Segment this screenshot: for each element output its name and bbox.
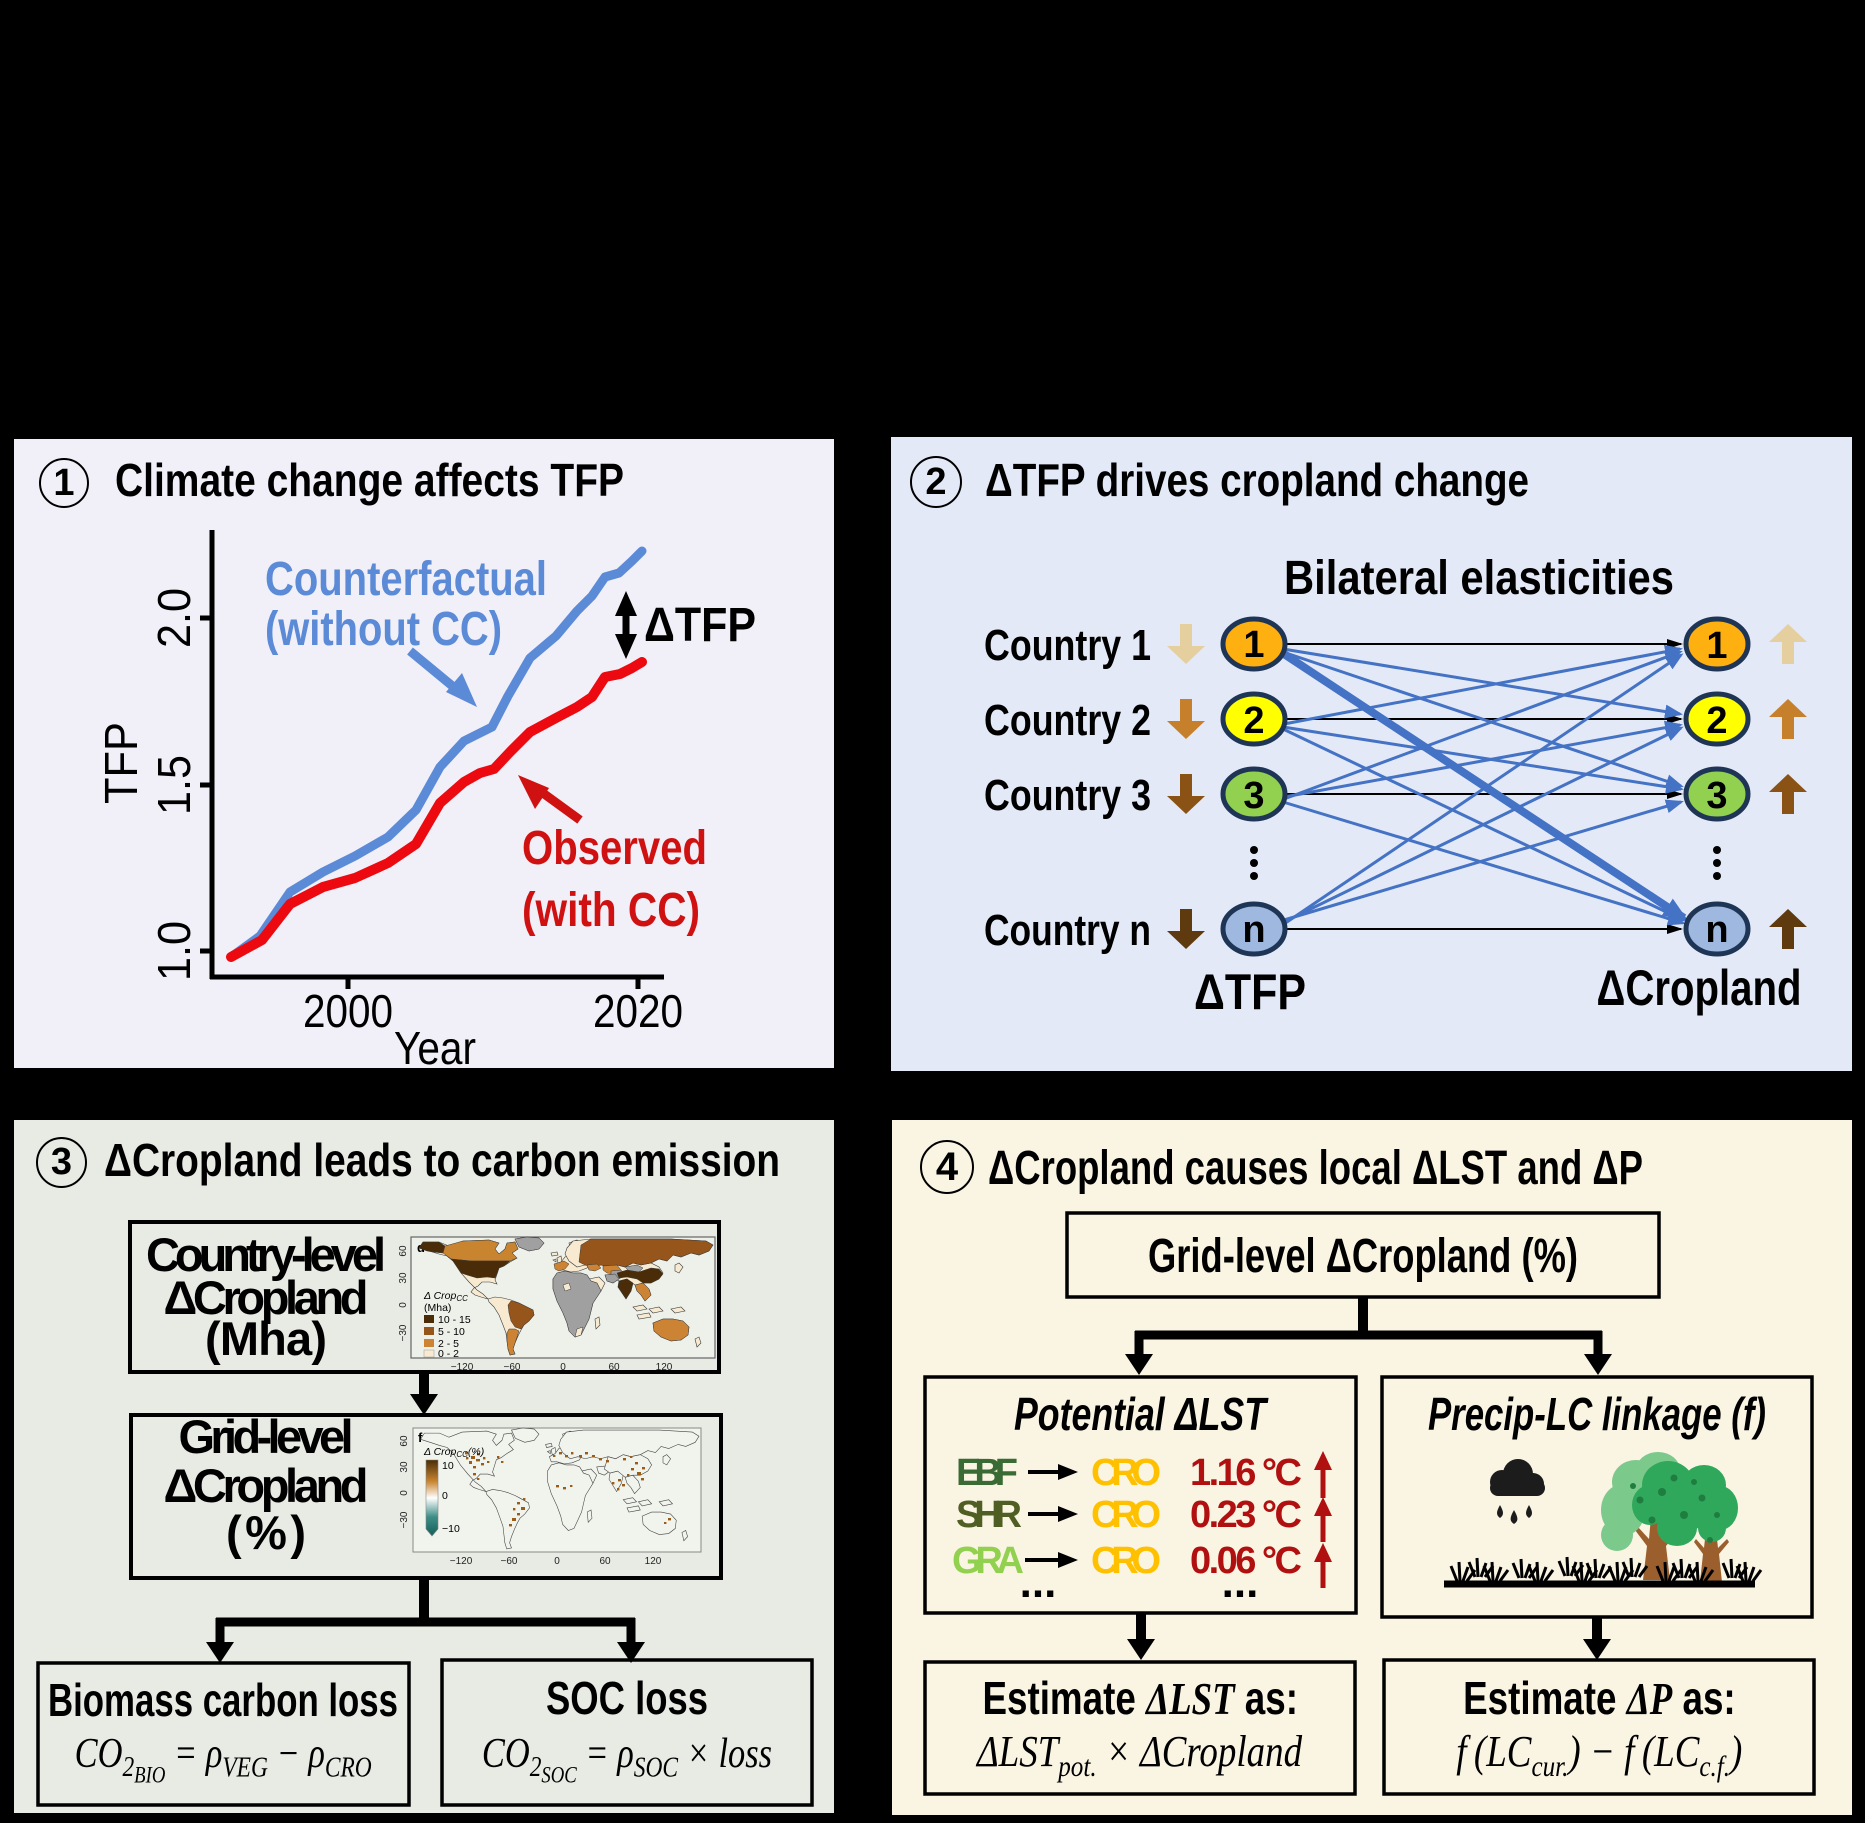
svg-text:60: 60 — [608, 1362, 620, 1373]
svg-text:Δ CropCC(%): Δ CropCC(%) — [423, 1446, 484, 1459]
svg-text:Observed: Observed — [522, 822, 707, 875]
svg-text:Country-level: Country-level — [146, 1228, 386, 1281]
svg-text:0: 0 — [554, 1556, 560, 1567]
svg-text:1.0: 1.0 — [148, 921, 200, 981]
svg-text:Country n: Country n — [984, 906, 1151, 955]
svg-text:CRO: CRO — [1091, 1452, 1161, 1494]
svg-text:0: 0 — [560, 1362, 566, 1373]
svg-text:f: f — [418, 1430, 423, 1445]
svg-text:−30: −30 — [399, 1511, 410, 1528]
svg-text:ΔCropland: ΔCropland — [164, 1271, 369, 1324]
svg-text:1: 1 — [1706, 625, 1727, 667]
svg-text:2: 2 — [1706, 700, 1727, 742]
svg-text:120: 120 — [645, 1556, 662, 1567]
svg-text:2020: 2020 — [593, 985, 683, 1037]
svg-text:Potential ΔLST: Potential ΔLST — [1014, 1388, 1269, 1440]
svg-text:60: 60 — [398, 1245, 409, 1257]
svg-text:ΔCropland: ΔCropland — [164, 1459, 369, 1512]
svg-text:Country 1: Country 1 — [984, 621, 1151, 670]
svg-text:10: 10 — [442, 1460, 454, 1472]
svg-text:ΔTFP: ΔTFP — [644, 599, 756, 652]
svg-text:0.06 °C: 0.06 °C — [1190, 1540, 1302, 1582]
svg-text:(Mha): (Mha) — [205, 1312, 327, 1365]
svg-text:−120: −120 — [450, 1556, 473, 1567]
svg-text:−30: −30 — [398, 1324, 409, 1341]
svg-text:(without CC): (without CC) — [265, 603, 502, 656]
svg-text:Biomass carbon loss: Biomass carbon loss — [48, 1674, 398, 1726]
svg-text:2.0: 2.0 — [148, 588, 200, 648]
svg-text:2 - 5: 2 - 5 — [438, 1338, 459, 1350]
svg-text:2: 2 — [1243, 700, 1264, 742]
svg-text:1.5: 1.5 — [148, 755, 200, 815]
svg-text:CRO: CRO — [1091, 1540, 1161, 1582]
svg-text:30: 30 — [399, 1461, 410, 1473]
svg-text:10 - 15: 10 - 15 — [438, 1314, 471, 1326]
svg-text:5 - 10: 5 - 10 — [438, 1326, 465, 1338]
svg-text:(Mha): (Mha) — [424, 1302, 451, 1314]
svg-text:0: 0 — [399, 1490, 410, 1496]
svg-text:EBF: EBF — [956, 1452, 1018, 1494]
svg-text:0.23 °C: 0.23 °C — [1190, 1494, 1302, 1536]
svg-text:ΔTFP: ΔTFP — [1194, 964, 1306, 1020]
svg-text:−60: −60 — [504, 1362, 521, 1373]
svg-text:1.16 °C: 1.16 °C — [1190, 1452, 1302, 1494]
svg-text:0 - 2: 0 - 2 — [438, 1348, 459, 1360]
svg-text:Grid-level: Grid-level — [179, 1410, 354, 1463]
svg-text:Climate change affects TFP: Climate change affects TFP — [115, 454, 624, 506]
svg-text:Grid-level ΔCropland (%): Grid-level ΔCropland (%) — [1148, 1230, 1578, 1283]
svg-text:−10: −10 — [442, 1523, 460, 1535]
svg-text:(with CC): (with CC) — [522, 884, 700, 937]
svg-text:TFP: TFP — [95, 722, 147, 804]
svg-text:Bilateral elasticities: Bilateral elasticities — [1284, 552, 1674, 605]
svg-text:...: ... — [1020, 1558, 1057, 1607]
svg-text:ΔTFP drives cropland change: ΔTFP drives cropland change — [985, 454, 1529, 506]
svg-text:SHR: SHR — [956, 1494, 1022, 1536]
svg-text:...: ... — [1222, 1558, 1259, 1607]
svg-text:60: 60 — [599, 1556, 611, 1567]
svg-text:−60: −60 — [501, 1556, 518, 1567]
svg-text:ΔCropland: ΔCropland — [1597, 960, 1802, 1016]
svg-text:3: 3 — [1243, 775, 1264, 817]
svg-text:−120: −120 — [451, 1362, 474, 1373]
svg-text:0: 0 — [442, 1490, 448, 1502]
svg-text:0: 0 — [398, 1302, 409, 1308]
svg-text:1: 1 — [1243, 624, 1264, 666]
svg-text:n: n — [1242, 909, 1265, 951]
svg-text:n: n — [1705, 909, 1728, 951]
svg-text:3: 3 — [1706, 775, 1727, 817]
svg-text:(%): (%) — [226, 1506, 306, 1559]
svg-text:30: 30 — [398, 1272, 409, 1284]
svg-text:SOC loss: SOC loss — [546, 1672, 708, 1724]
svg-text:120: 120 — [656, 1362, 673, 1373]
svg-text:Country 3: Country 3 — [984, 771, 1151, 820]
svg-text:60: 60 — [399, 1435, 410, 1447]
svg-text:CRO: CRO — [1091, 1494, 1161, 1536]
svg-text:Precip-LC linkage (f): Precip-LC linkage (f) — [1428, 1388, 1766, 1440]
svg-text:2000: 2000 — [303, 985, 393, 1037]
svg-text:Δ CropCC: Δ CropCC — [423, 1290, 468, 1303]
svg-text:Counterfactual: Counterfactual — [265, 553, 547, 606]
svg-text:GRA: GRA — [952, 1540, 1024, 1582]
svg-text:ΔCropland leads to carbon emis: ΔCropland leads to carbon emission — [104, 1134, 780, 1186]
svg-text:Year: Year — [394, 1022, 476, 1068]
svg-text:ΔCropland causes local ΔLST an: ΔCropland causes local ΔLST and ΔP — [988, 1142, 1643, 1195]
svg-text:Country 2: Country 2 — [984, 696, 1151, 745]
